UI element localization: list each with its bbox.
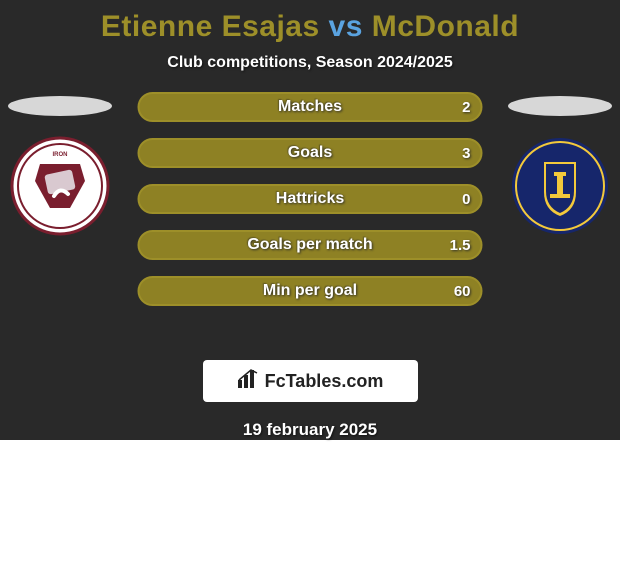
title-vs: vs [320, 10, 372, 43]
stat-value-right: 2 [462, 99, 470, 116]
right-column [500, 92, 620, 236]
date-label: 19 february 2025 [243, 420, 377, 440]
mid-section: IRON Matches 2 [0, 92, 620, 350]
player-photo-placeholder-left [8, 96, 112, 116]
stat-row: Min per goal 60 [138, 276, 483, 306]
subtitle: Club competitions, Season 2024/2025 [167, 54, 452, 72]
stat-label: Min per goal [263, 282, 357, 300]
stat-list: Matches 2 Goals 3 Hattricks 0 Goals per … [138, 92, 483, 306]
stat-label: Hattricks [276, 190, 344, 208]
page-title: Etienne Esajas vs McDonald [101, 10, 519, 44]
warrington-town-crest [510, 136, 610, 236]
title-player-right: McDonald [372, 10, 519, 43]
comparison-card: Etienne Esajas vs McDonald Club competit… [0, 0, 620, 440]
stat-label: Goals [288, 144, 332, 162]
stat-row: Goals 3 [138, 138, 483, 168]
scunthorpe-united-crest: IRON [10, 136, 110, 236]
player-photo-placeholder-right [508, 96, 612, 116]
stat-value-right: 1.5 [450, 237, 471, 254]
stat-row: Matches 2 [138, 92, 483, 122]
svg-text:IRON: IRON [53, 152, 68, 158]
title-player-left: Etienne Esajas [101, 10, 320, 43]
stat-row: Hattricks 0 [138, 184, 483, 214]
stat-value-right: 60 [454, 283, 471, 300]
stat-value-right: 3 [462, 145, 470, 162]
stat-label: Matches [278, 98, 342, 116]
stat-label: Goals per match [247, 236, 372, 254]
stat-row: Goals per match 1.5 [138, 230, 483, 260]
stat-value-right: 0 [462, 191, 470, 208]
bars-icon [237, 368, 259, 395]
left-column: IRON [0, 92, 120, 236]
brand-badge: FcTables.com [203, 360, 418, 402]
brand-text: FcTables.com [265, 371, 384, 392]
